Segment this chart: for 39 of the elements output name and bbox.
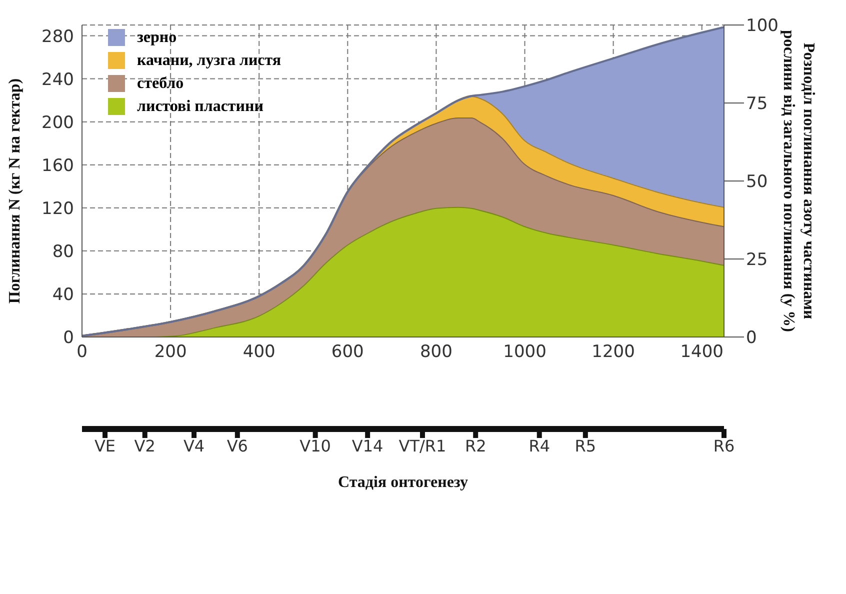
ref-line-label: V4 xyxy=(183,436,205,456)
ref-line-label: VE xyxy=(94,436,116,456)
ref-line-label: VT/R1 xyxy=(398,436,446,456)
y2-tick-label: 25 xyxy=(746,250,768,270)
y-tick-label: 200 xyxy=(42,112,74,133)
legend-label: качани, лузга листя xyxy=(137,51,282,71)
y-tick-label: 40 xyxy=(52,285,74,305)
y-tick-label: 240 xyxy=(42,70,74,90)
y2-tick-label: 0 xyxy=(746,328,757,348)
x-tick-label: 600 xyxy=(331,342,364,362)
y2-tick-label: 100 xyxy=(746,16,778,36)
x-tick-label: 1200 xyxy=(592,342,635,362)
legend-label: зерно xyxy=(137,28,177,48)
y-tick-label: 0 xyxy=(63,328,74,348)
ref-line-label: V2 xyxy=(134,436,156,456)
y-tick-label: 80 xyxy=(52,242,74,262)
x2-axis-title: Стадія онтогенезу xyxy=(338,474,468,491)
y2-tick-label: 50 xyxy=(746,172,768,192)
legend-label: листові пластини xyxy=(137,97,264,117)
x-tick-label: 1400 xyxy=(680,342,724,362)
ref-line-label: R6 xyxy=(713,436,735,456)
ref-line-label: R4 xyxy=(528,436,550,456)
x-tick-label: 200 xyxy=(154,342,187,362)
y-tick-label: 280 xyxy=(42,26,74,47)
y-axis-title: Поглинання N (кг N на гектар) xyxy=(6,78,24,304)
ref-line-label: R2 xyxy=(464,436,486,456)
legend-label: стебло xyxy=(137,74,184,94)
ref-line-label: V14 xyxy=(352,436,384,456)
y-tick-label: 120 xyxy=(42,198,74,219)
ref-line-label: R5 xyxy=(574,436,596,456)
x-tick-label: 800 xyxy=(420,342,452,362)
ref-line-label: V6 xyxy=(226,436,248,456)
x-tick-label: 400 xyxy=(242,342,276,362)
y-tick-label: 160 xyxy=(42,156,74,176)
y2-tick-label: 75 xyxy=(746,94,768,114)
ref-line-label: V10 xyxy=(300,436,331,456)
x-tick-label: 1000 xyxy=(503,342,546,362)
x-tick-label: 0 xyxy=(76,342,88,362)
y2-axis-title: Розподіл поглинання азоту частинами рослини від загального поглинання (у %) xyxy=(780,30,817,332)
